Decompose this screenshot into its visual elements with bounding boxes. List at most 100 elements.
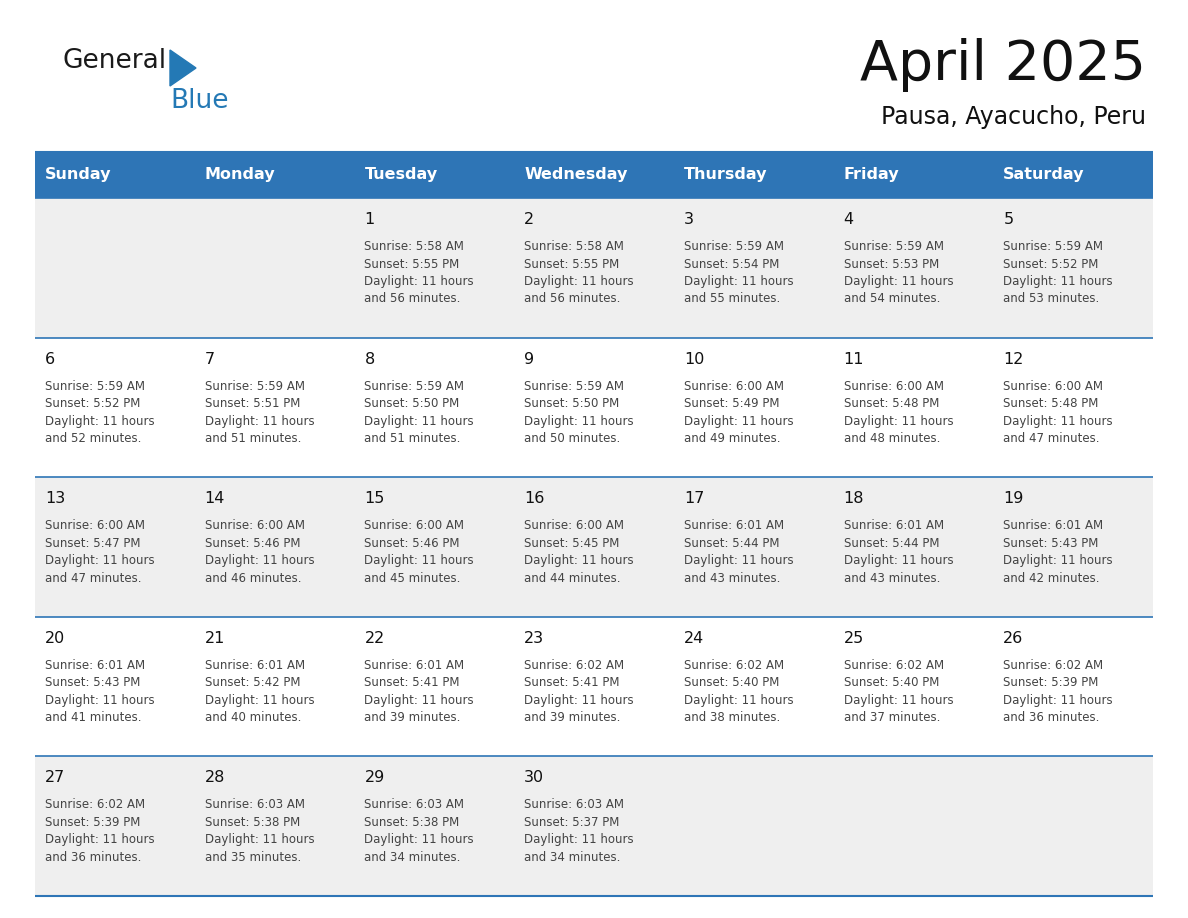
Text: and 42 minutes.: and 42 minutes.	[1004, 572, 1100, 585]
Text: 28: 28	[204, 770, 225, 786]
Text: Sunset: 5:41 PM: Sunset: 5:41 PM	[365, 677, 460, 689]
Text: Daylight: 11 hours: Daylight: 11 hours	[684, 275, 794, 288]
Text: 5: 5	[1004, 212, 1013, 227]
Text: Sunrise: 5:59 AM: Sunrise: 5:59 AM	[204, 380, 304, 393]
Text: 19: 19	[1004, 491, 1024, 506]
Text: Sunset: 5:42 PM: Sunset: 5:42 PM	[204, 677, 301, 689]
Text: Sunset: 5:43 PM: Sunset: 5:43 PM	[45, 677, 140, 689]
Text: 2: 2	[524, 212, 535, 227]
Text: 21: 21	[204, 631, 225, 645]
Text: Daylight: 11 hours: Daylight: 11 hours	[1004, 694, 1113, 707]
Text: 25: 25	[843, 631, 864, 645]
Text: Sunrise: 6:03 AM: Sunrise: 6:03 AM	[204, 799, 304, 812]
Text: Daylight: 11 hours: Daylight: 11 hours	[524, 694, 633, 707]
Text: Daylight: 11 hours: Daylight: 11 hours	[365, 554, 474, 567]
Text: 29: 29	[365, 770, 385, 786]
Text: Sunset: 5:46 PM: Sunset: 5:46 PM	[365, 537, 460, 550]
Text: 3: 3	[684, 212, 694, 227]
Bar	[34, 152, 1154, 198]
Text: Sunset: 5:40 PM: Sunset: 5:40 PM	[843, 677, 939, 689]
Text: and 40 minutes.: and 40 minutes.	[204, 711, 301, 724]
Text: Daylight: 11 hours: Daylight: 11 hours	[524, 554, 633, 567]
Text: 8: 8	[365, 352, 374, 366]
Text: 13: 13	[45, 491, 65, 506]
Text: Sunset: 5:55 PM: Sunset: 5:55 PM	[524, 258, 619, 271]
Text: Daylight: 11 hours: Daylight: 11 hours	[365, 694, 474, 707]
Text: and 55 minutes.: and 55 minutes.	[684, 293, 781, 306]
Text: Sunrise: 6:02 AM: Sunrise: 6:02 AM	[524, 659, 624, 672]
Text: Sunrise: 6:01 AM: Sunrise: 6:01 AM	[365, 659, 465, 672]
Text: and 38 minutes.: and 38 minutes.	[684, 711, 781, 724]
Text: and 36 minutes.: and 36 minutes.	[1004, 711, 1100, 724]
Bar	[34, 338, 1154, 477]
Polygon shape	[170, 50, 196, 86]
Text: Thursday: Thursday	[684, 167, 767, 183]
Text: Sunset: 5:53 PM: Sunset: 5:53 PM	[843, 258, 939, 271]
Text: 18: 18	[843, 491, 864, 506]
Text: Daylight: 11 hours: Daylight: 11 hours	[524, 415, 633, 428]
Text: and 48 minutes.: and 48 minutes.	[843, 432, 940, 445]
Text: Sunset: 5:52 PM: Sunset: 5:52 PM	[1004, 258, 1099, 271]
Text: Daylight: 11 hours: Daylight: 11 hours	[204, 694, 315, 707]
Text: and 35 minutes.: and 35 minutes.	[204, 851, 301, 864]
Text: Sunrise: 6:00 AM: Sunrise: 6:00 AM	[524, 520, 624, 532]
Text: and 51 minutes.: and 51 minutes.	[365, 432, 461, 445]
Text: 17: 17	[684, 491, 704, 506]
Bar	[34, 477, 1154, 617]
Text: and 52 minutes.: and 52 minutes.	[45, 432, 141, 445]
Text: Sunset: 5:54 PM: Sunset: 5:54 PM	[684, 258, 779, 271]
Text: Daylight: 11 hours: Daylight: 11 hours	[843, 275, 953, 288]
Text: Daylight: 11 hours: Daylight: 11 hours	[45, 694, 154, 707]
Text: and 47 minutes.: and 47 minutes.	[1004, 432, 1100, 445]
Text: Daylight: 11 hours: Daylight: 11 hours	[204, 554, 315, 567]
Text: Sunrise: 6:01 AM: Sunrise: 6:01 AM	[1004, 520, 1104, 532]
Bar	[34, 617, 1154, 756]
Text: 11: 11	[843, 352, 864, 366]
Text: Daylight: 11 hours: Daylight: 11 hours	[524, 834, 633, 846]
Text: Sunset: 5:40 PM: Sunset: 5:40 PM	[684, 677, 779, 689]
Text: Daylight: 11 hours: Daylight: 11 hours	[204, 415, 315, 428]
Text: and 44 minutes.: and 44 minutes.	[524, 572, 620, 585]
Text: Sunset: 5:38 PM: Sunset: 5:38 PM	[204, 816, 299, 829]
Text: Sunset: 5:39 PM: Sunset: 5:39 PM	[45, 816, 140, 829]
Text: and 45 minutes.: and 45 minutes.	[365, 572, 461, 585]
Text: Daylight: 11 hours: Daylight: 11 hours	[684, 554, 794, 567]
Text: Sunrise: 6:01 AM: Sunrise: 6:01 AM	[204, 659, 305, 672]
Text: and 39 minutes.: and 39 minutes.	[524, 711, 620, 724]
Text: 7: 7	[204, 352, 215, 366]
Text: 24: 24	[684, 631, 704, 645]
Text: 20: 20	[45, 631, 65, 645]
Text: Sunrise: 5:58 AM: Sunrise: 5:58 AM	[365, 240, 465, 253]
Text: Sunset: 5:55 PM: Sunset: 5:55 PM	[365, 258, 460, 271]
Text: Sunrise: 6:02 AM: Sunrise: 6:02 AM	[843, 659, 943, 672]
Text: Sunset: 5:47 PM: Sunset: 5:47 PM	[45, 537, 140, 550]
Text: Sunrise: 6:03 AM: Sunrise: 6:03 AM	[365, 799, 465, 812]
Text: and 53 minutes.: and 53 minutes.	[1004, 293, 1100, 306]
Text: and 50 minutes.: and 50 minutes.	[524, 432, 620, 445]
Text: Daylight: 11 hours: Daylight: 11 hours	[1004, 415, 1113, 428]
Text: 12: 12	[1004, 352, 1024, 366]
Text: Wednesday: Wednesday	[524, 167, 627, 183]
Text: Daylight: 11 hours: Daylight: 11 hours	[1004, 554, 1113, 567]
Text: Daylight: 11 hours: Daylight: 11 hours	[1004, 275, 1113, 288]
Text: and 49 minutes.: and 49 minutes.	[684, 432, 781, 445]
Text: Sunrise: 6:02 AM: Sunrise: 6:02 AM	[1004, 659, 1104, 672]
Text: 6: 6	[45, 352, 55, 366]
Text: Pausa, Ayacucho, Peru: Pausa, Ayacucho, Peru	[881, 105, 1146, 129]
Text: Sunrise: 6:01 AM: Sunrise: 6:01 AM	[684, 520, 784, 532]
Text: Sunset: 5:50 PM: Sunset: 5:50 PM	[524, 397, 619, 410]
Text: Daylight: 11 hours: Daylight: 11 hours	[204, 834, 315, 846]
Text: and 36 minutes.: and 36 minutes.	[45, 851, 141, 864]
Text: Daylight: 11 hours: Daylight: 11 hours	[365, 834, 474, 846]
Text: General: General	[62, 48, 166, 74]
Text: 14: 14	[204, 491, 225, 506]
Text: Daylight: 11 hours: Daylight: 11 hours	[843, 415, 953, 428]
Text: Sunrise: 6:00 AM: Sunrise: 6:00 AM	[365, 520, 465, 532]
Text: and 34 minutes.: and 34 minutes.	[524, 851, 620, 864]
Text: and 43 minutes.: and 43 minutes.	[684, 572, 781, 585]
Text: and 54 minutes.: and 54 minutes.	[843, 293, 940, 306]
Text: Daylight: 11 hours: Daylight: 11 hours	[45, 415, 154, 428]
Text: Sunset: 5:44 PM: Sunset: 5:44 PM	[684, 537, 779, 550]
Text: Daylight: 11 hours: Daylight: 11 hours	[843, 554, 953, 567]
Text: and 37 minutes.: and 37 minutes.	[843, 711, 940, 724]
